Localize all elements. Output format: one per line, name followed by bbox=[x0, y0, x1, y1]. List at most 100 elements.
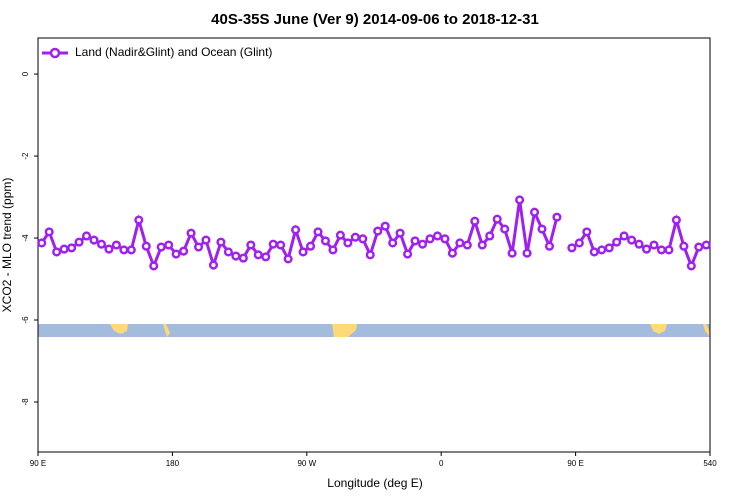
point bbox=[373, 226, 383, 236]
point bbox=[335, 230, 345, 240]
point bbox=[634, 239, 644, 249]
point bbox=[515, 195, 525, 205]
point bbox=[298, 247, 308, 257]
chart-title: 40S-35S June (Ver 9) 2014-09-06 to 2018-… bbox=[211, 11, 539, 28]
point bbox=[552, 212, 562, 222]
y-tick-label: -2 bbox=[21, 152, 30, 160]
point bbox=[619, 231, 629, 241]
point bbox=[253, 250, 263, 260]
point bbox=[485, 231, 495, 241]
point bbox=[440, 234, 450, 244]
x-tick-label: 90 E bbox=[30, 459, 46, 468]
point bbox=[694, 242, 704, 252]
legend-label: Land (Nadir&Glint) and Ocean (Glint) bbox=[75, 45, 272, 59]
point bbox=[477, 240, 487, 250]
point bbox=[96, 239, 107, 249]
land-ocean-strip bbox=[38, 324, 710, 337]
point bbox=[283, 254, 293, 264]
point bbox=[425, 234, 435, 244]
point bbox=[74, 237, 84, 247]
point bbox=[529, 207, 540, 217]
point bbox=[320, 236, 331, 246]
point bbox=[500, 224, 510, 234]
point bbox=[641, 244, 652, 254]
point bbox=[193, 242, 204, 252]
point bbox=[171, 249, 181, 259]
point bbox=[686, 261, 696, 271]
point bbox=[261, 252, 271, 262]
point bbox=[81, 231, 92, 241]
point bbox=[627, 235, 637, 245]
point bbox=[567, 243, 577, 253]
point bbox=[119, 245, 129, 255]
point bbox=[350, 232, 360, 242]
point bbox=[410, 236, 420, 246]
point bbox=[223, 247, 233, 257]
point bbox=[37, 238, 47, 248]
point bbox=[141, 241, 151, 251]
point bbox=[403, 249, 413, 259]
point bbox=[156, 242, 166, 252]
point bbox=[291, 225, 301, 235]
y-tick-label: 0 bbox=[21, 71, 30, 76]
point bbox=[432, 231, 443, 241]
y-tick-label: -8 bbox=[21, 398, 30, 406]
point bbox=[328, 245, 338, 255]
x-axis-label: Longitude (deg E) bbox=[327, 476, 422, 490]
point bbox=[492, 214, 502, 224]
point bbox=[268, 239, 278, 249]
point bbox=[208, 260, 219, 270]
point bbox=[358, 234, 368, 244]
point bbox=[649, 240, 659, 250]
x-tick-label: 540 bbox=[703, 459, 717, 468]
point bbox=[589, 247, 599, 257]
point bbox=[507, 248, 517, 258]
point bbox=[664, 245, 674, 255]
point bbox=[313, 227, 323, 237]
point bbox=[186, 228, 196, 238]
point bbox=[679, 241, 689, 251]
point bbox=[656, 245, 667, 255]
point bbox=[134, 215, 144, 225]
point bbox=[544, 241, 555, 251]
point bbox=[44, 227, 54, 237]
point bbox=[179, 246, 189, 256]
point bbox=[126, 245, 136, 255]
point bbox=[111, 240, 121, 250]
point bbox=[604, 243, 614, 253]
point bbox=[388, 238, 398, 248]
point bbox=[216, 237, 226, 247]
point bbox=[574, 238, 584, 248]
point bbox=[246, 240, 256, 250]
point bbox=[67, 243, 77, 253]
point bbox=[612, 237, 622, 247]
point bbox=[59, 244, 69, 254]
point bbox=[238, 253, 248, 263]
point bbox=[462, 240, 472, 250]
point bbox=[380, 221, 390, 231]
x-tick-label: 180 bbox=[166, 459, 180, 468]
y-axis-label: XCO2 - MLO trend (ppm) bbox=[0, 178, 14, 313]
point bbox=[701, 240, 711, 250]
point bbox=[470, 216, 480, 226]
point bbox=[52, 247, 62, 257]
point bbox=[231, 251, 241, 261]
point bbox=[455, 238, 465, 248]
point bbox=[104, 244, 114, 254]
legend-marker bbox=[49, 47, 61, 59]
point bbox=[417, 239, 428, 249]
point bbox=[447, 248, 457, 258]
x-tick-label: 0 bbox=[439, 459, 444, 468]
point bbox=[597, 245, 607, 255]
point bbox=[201, 235, 211, 245]
point bbox=[537, 224, 547, 234]
point bbox=[582, 227, 592, 237]
point bbox=[305, 241, 316, 251]
point bbox=[149, 261, 159, 271]
point bbox=[671, 215, 681, 225]
y-tick-label: -4 bbox=[21, 234, 30, 242]
y-tick-label: -6 bbox=[21, 316, 30, 324]
point bbox=[276, 240, 286, 250]
x-tick-label: 90 W bbox=[297, 459, 316, 468]
